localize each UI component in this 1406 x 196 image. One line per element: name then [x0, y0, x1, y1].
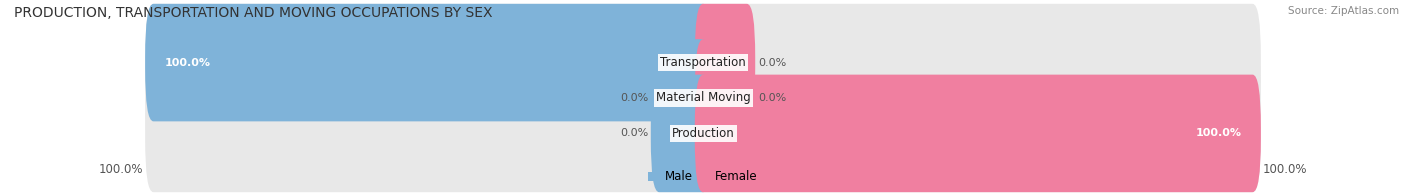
FancyBboxPatch shape	[695, 75, 1261, 192]
FancyBboxPatch shape	[651, 39, 711, 157]
FancyBboxPatch shape	[695, 75, 1261, 192]
Text: 0.0%: 0.0%	[620, 93, 648, 103]
Text: 100.0%: 100.0%	[1263, 163, 1308, 176]
Text: 100.0%: 100.0%	[1195, 128, 1241, 138]
Text: 100.0%: 100.0%	[165, 58, 211, 68]
Text: Material Moving: Material Moving	[655, 92, 751, 104]
FancyBboxPatch shape	[695, 39, 755, 157]
Text: Transportation: Transportation	[661, 56, 745, 69]
FancyBboxPatch shape	[145, 4, 711, 121]
FancyBboxPatch shape	[145, 75, 711, 192]
Text: 0.0%: 0.0%	[620, 128, 648, 138]
FancyBboxPatch shape	[695, 39, 1261, 157]
FancyBboxPatch shape	[145, 4, 711, 121]
FancyBboxPatch shape	[651, 75, 711, 192]
Text: 0.0%: 0.0%	[758, 58, 786, 68]
Text: PRODUCTION, TRANSPORTATION AND MOVING OCCUPATIONS BY SEX: PRODUCTION, TRANSPORTATION AND MOVING OC…	[14, 6, 492, 20]
Text: 100.0%: 100.0%	[98, 163, 143, 176]
Legend: Male, Female: Male, Female	[644, 166, 762, 188]
FancyBboxPatch shape	[695, 4, 755, 121]
FancyBboxPatch shape	[145, 39, 711, 157]
Text: Production: Production	[672, 127, 734, 140]
Text: Source: ZipAtlas.com: Source: ZipAtlas.com	[1288, 6, 1399, 16]
Text: 0.0%: 0.0%	[758, 93, 786, 103]
FancyBboxPatch shape	[695, 4, 1261, 121]
